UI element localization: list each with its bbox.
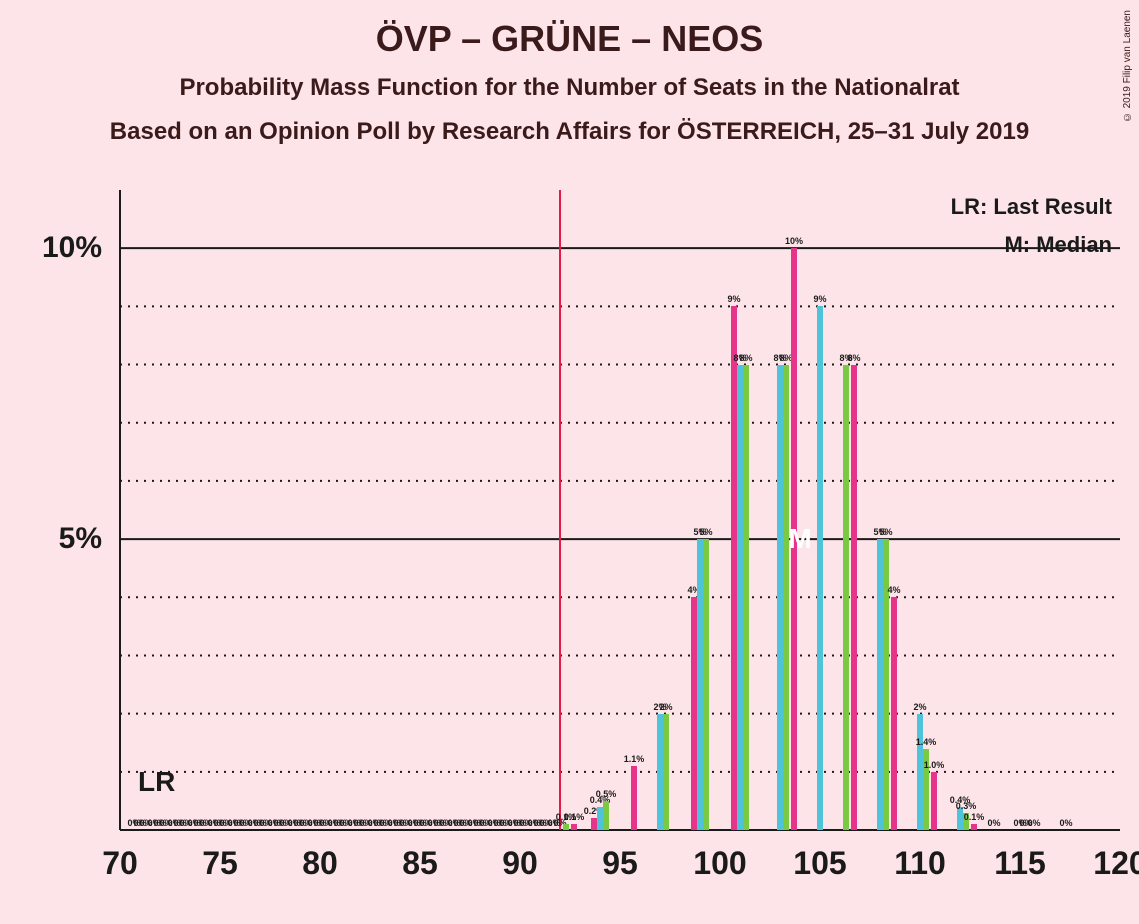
bar-value-label: 1.4% xyxy=(916,737,937,747)
bar-value-label: 8% xyxy=(847,353,860,363)
bar-value-label: 0.1% xyxy=(964,812,985,822)
bar xyxy=(817,306,823,830)
bar xyxy=(971,824,977,830)
bar-value-label: 0% xyxy=(1027,818,1040,828)
y-axis-tick-label: 5% xyxy=(2,522,102,556)
chart-title: ÖVP – GRÜNE – NEOS xyxy=(0,0,1139,60)
copyright-text: © 2019 Filip van Laenen xyxy=(1122,10,1133,122)
bar-value-label: 1.0% xyxy=(924,760,945,770)
bar-value-label: 0% xyxy=(1059,818,1072,828)
x-axis-tick-label: 95 xyxy=(602,845,638,882)
x-axis-tick-label: 75 xyxy=(202,845,238,882)
legend-median: M: Median xyxy=(1004,232,1112,258)
chart-subtitle-2: Based on an Opinion Poll by Research Aff… xyxy=(0,118,1139,146)
bar xyxy=(743,365,749,830)
bar xyxy=(883,539,889,830)
bar-value-label: 2% xyxy=(659,702,672,712)
chart-plot-area: 5%10%707580859095100105110115120LR: Last… xyxy=(120,190,1120,830)
bar-value-label: 0% xyxy=(987,818,1000,828)
chart-subtitle-1: Probability Mass Function for the Number… xyxy=(0,74,1139,102)
bar-value-label: 0.5% xyxy=(596,789,617,799)
bar-value-label: 10% xyxy=(785,236,803,246)
bar xyxy=(851,365,857,830)
bar-value-label: 9% xyxy=(727,294,740,304)
bar-value-label: 8% xyxy=(739,353,752,363)
bar xyxy=(631,766,637,830)
x-axis-tick-label: 120 xyxy=(1093,845,1139,882)
bar-value-label: 4% xyxy=(887,585,900,595)
bar-value-label: 0.1% xyxy=(564,812,585,822)
legend-last-result: LR: Last Result xyxy=(951,194,1112,220)
x-axis-tick-label: 90 xyxy=(502,845,538,882)
bar xyxy=(783,365,789,830)
bar-value-label: 5% xyxy=(879,527,892,537)
lr-marker: LR xyxy=(138,766,175,798)
bar xyxy=(571,824,577,830)
x-axis-tick-label: 70 xyxy=(102,845,138,882)
bar xyxy=(891,597,897,830)
bar xyxy=(563,824,569,830)
bar xyxy=(931,772,937,830)
bar xyxy=(603,801,609,830)
median-marker: M xyxy=(788,523,811,555)
y-axis-tick-label: 10% xyxy=(2,231,102,265)
x-axis-tick-label: 100 xyxy=(693,845,746,882)
bar-value-label: 5% xyxy=(699,527,712,537)
bar xyxy=(843,365,849,830)
bar-value-label: 1.1% xyxy=(624,754,645,764)
bar-value-label: 2% xyxy=(913,702,926,712)
x-axis-tick-label: 80 xyxy=(302,845,338,882)
bar-value-label: 0.3% xyxy=(956,801,977,811)
bar xyxy=(703,539,709,830)
x-axis-tick-label: 115 xyxy=(994,845,1046,882)
x-axis-tick-label: 105 xyxy=(793,845,846,882)
bar xyxy=(663,714,669,830)
bar-value-label: 9% xyxy=(813,294,826,304)
x-axis-tick-label: 85 xyxy=(402,845,438,882)
x-axis-tick-label: 110 xyxy=(894,845,946,882)
